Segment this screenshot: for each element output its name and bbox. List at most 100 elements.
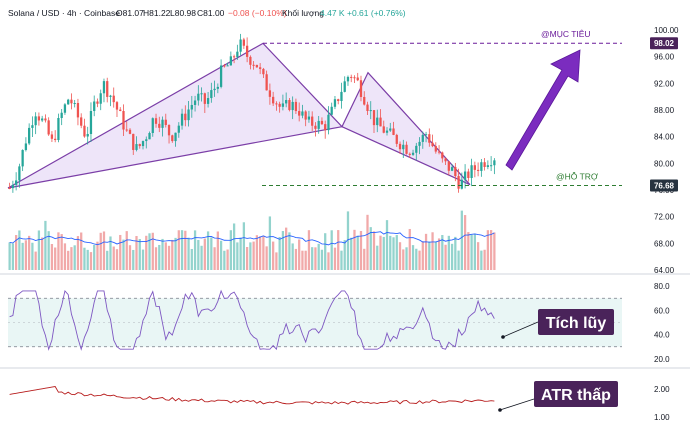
candle-body [158,123,161,128]
volume-bar [346,211,350,270]
candle-body [405,144,408,154]
candle-body [184,113,187,121]
candle-body [83,125,86,137]
candle-body [480,162,483,171]
volume-bar [415,248,418,270]
volume-label: Khối lượng [282,8,324,18]
volume-bar [350,237,353,270]
volume-bar [109,236,112,270]
volume-bar [294,248,298,270]
candle-body [21,150,24,167]
candle-body [255,64,259,68]
candle-body [8,188,11,189]
volume-bar [311,247,314,270]
volume-bar [119,234,122,270]
candle-body [350,76,353,78]
candle-body [441,152,444,159]
candle-body [291,101,294,111]
candle-body [213,88,216,91]
candle-body [200,93,203,95]
candle-body [268,90,272,97]
volume-bar [337,230,340,270]
volume-bar [467,232,470,270]
volume-bar [359,230,363,270]
candle-body [317,120,320,129]
candle-body [119,109,122,111]
volume-bar [41,237,44,270]
price-axis[interactable]: 100.0096.0092.0088.0084.0080.0076.0072.0… [654,26,679,275]
rsi-tick-label: 40.0 [654,331,670,340]
candle-body [37,116,41,121]
candle-body [493,160,496,166]
atr-axis[interactable]: 2.00 1.00 [654,385,670,422]
volume-bar [262,235,265,270]
candle-body [418,141,421,146]
candle-body [89,111,93,134]
atr-pane[interactable]: ATR thấp [9,381,618,412]
candle-body [366,104,369,111]
volume-bar [236,242,239,270]
volume-bar [210,237,213,270]
volume-bar [340,250,343,270]
candle-body [398,143,402,150]
price-tick-label: 88.00 [654,106,675,115]
atr-tick-label: 2.00 [654,385,670,394]
volume-bar [285,227,288,270]
volume-bar [76,236,80,270]
candle-body [24,143,28,151]
candle-body [112,95,115,103]
volume-bar [476,242,480,270]
rsi-pane[interactable]: Tích lũy [8,289,622,351]
volume-bar [333,247,337,270]
candle-body [57,118,60,141]
candle-body [223,65,226,67]
candle-body [402,144,405,150]
volume-bar [216,231,219,270]
candle-body [187,109,190,121]
volume-bar [34,251,37,270]
volume-bar [145,235,148,270]
candle-body [96,101,99,104]
candle-body [278,103,281,107]
volume-bar [226,249,229,270]
high-value: H81.22 [143,8,171,18]
volume-bar [141,249,145,270]
volume-bar [392,237,395,270]
volume-bar [86,249,89,270]
change-value: −0.08 (−0.10%) [228,8,287,18]
volume-bar [184,230,187,270]
candle-body [467,171,470,178]
rsi-tick-label: 60.0 [654,306,670,315]
price-tick-label: 100.00 [654,26,679,35]
candle-body [363,96,366,105]
volume-bar [206,231,210,270]
candle-body [356,77,359,81]
volume-bar [398,242,402,270]
volume-bar [148,233,151,270]
volume-bar [272,241,275,270]
volume-bar [327,252,330,270]
volume-bar [372,231,376,270]
volume-bar [447,235,450,270]
candle-body [389,128,392,131]
volume-bar [180,230,184,270]
candle-body [125,129,128,131]
rsi-axis[interactable]: 80.0 60.0 40.0 20.0 [654,282,670,364]
volume-bar [125,231,128,270]
candle-body [395,134,398,144]
volume-bar [138,239,141,270]
volume-bar [245,247,249,270]
price-pane[interactable]: @MỤC TIÊU @HỖ TRỢ [7,29,622,270]
volume-bar [424,233,428,270]
volume-bar [67,250,70,270]
candle-body [70,99,73,104]
volume-bar [376,245,379,270]
volume-bar [28,235,31,270]
candle-body [434,146,437,152]
candle-body [60,112,63,119]
candle-body [50,134,54,139]
candle-body [47,120,50,135]
atr-label: ATR thấp [541,387,611,404]
volume-bar [255,235,259,270]
